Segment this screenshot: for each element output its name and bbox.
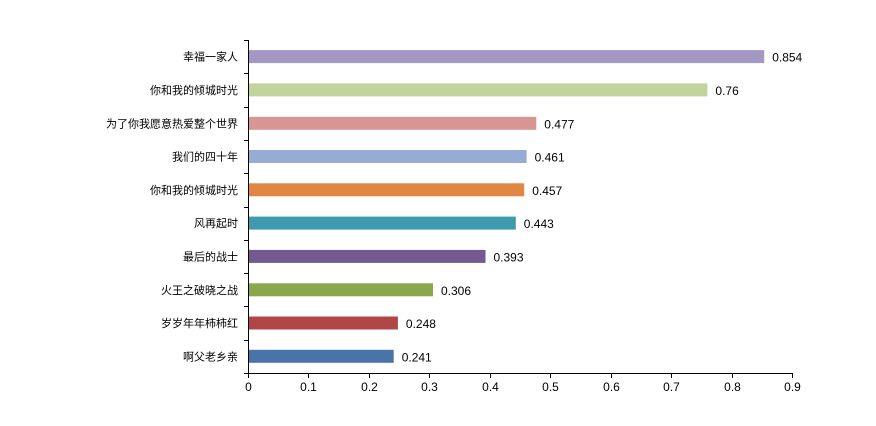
x-tick-label: 0 (245, 380, 252, 394)
value-label: 0.854 (772, 51, 802, 65)
x-tick-label: 0.6 (603, 380, 620, 394)
category-label: 风再起时 (194, 217, 238, 230)
category-label: 最后的战士 (183, 249, 238, 263)
x-tick-label: 0.9 (784, 380, 801, 394)
bar-4 (248, 183, 525, 197)
value-label: 0.306 (441, 284, 471, 298)
x-tick-label: 0.7 (663, 380, 680, 394)
bar-6 (248, 249, 486, 263)
x-tick-label: 0.5 (542, 380, 559, 394)
value-label: 0.241 (402, 350, 432, 364)
x-tick-label: 0.8 (724, 380, 741, 394)
value-label: 0.477 (544, 117, 574, 131)
bar-5 (248, 216, 516, 230)
bar-2 (248, 116, 537, 130)
x-tick-label: 0.1 (300, 380, 317, 394)
value-label: 0.443 (524, 217, 554, 231)
x-tick-label: 0.3 (421, 380, 438, 394)
bar-3 (248, 150, 527, 163)
category-label: 你和我的倾城时光 (150, 83, 238, 97)
x-tick-label: 0.2 (361, 380, 378, 394)
x-tick-label: 0.4 (482, 380, 499, 394)
value-label: 0.461 (535, 151, 565, 165)
category-label: 火王之破晓之战 (161, 283, 238, 297)
value-label: 0.457 (532, 184, 562, 198)
category-label: 为了你我愿意热爱整个世界 (106, 116, 238, 130)
category-label: 啊父老乡亲 (183, 349, 238, 363)
category-label: 你和我的倾城时光 (150, 183, 238, 197)
category-label: 岁岁年年柿柿红 (161, 316, 238, 330)
bar-7 (248, 283, 433, 297)
category-label: 幸福一家人 (183, 50, 238, 64)
bar-9 (248, 349, 394, 363)
value-label: 0.76 (715, 84, 739, 98)
bar-1 (248, 83, 708, 97)
bar-0 (248, 50, 765, 64)
bar-8 (248, 316, 398, 330)
value-label: 0.393 (494, 250, 524, 264)
value-label: 0.248 (406, 317, 436, 331)
category-label: 我们的四十年 (172, 150, 238, 164)
